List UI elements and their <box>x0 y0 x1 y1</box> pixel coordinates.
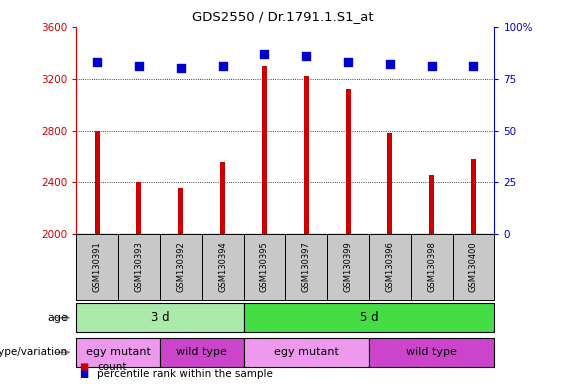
Text: age: age <box>47 313 68 323</box>
Text: ■: ■ <box>79 362 88 372</box>
Bar <box>76 338 160 367</box>
Text: GSM130397: GSM130397 <box>302 242 311 292</box>
Text: GSM130399: GSM130399 <box>344 242 353 292</box>
Bar <box>346 89 350 234</box>
Text: percentile rank within the sample: percentile rank within the sample <box>97 369 273 379</box>
Point <box>134 63 144 70</box>
Bar <box>137 182 141 234</box>
Bar <box>471 159 476 234</box>
Text: GSM130393: GSM130393 <box>134 242 144 292</box>
Text: egy mutant: egy mutant <box>86 347 150 358</box>
Bar <box>262 66 267 234</box>
Bar <box>220 162 225 234</box>
Text: GSM130400: GSM130400 <box>469 242 478 292</box>
Text: GSM130396: GSM130396 <box>385 242 394 292</box>
Point <box>93 59 102 65</box>
Bar <box>429 175 434 234</box>
Bar <box>244 303 494 332</box>
Bar <box>179 188 183 234</box>
Text: GSM130395: GSM130395 <box>260 242 269 292</box>
Point <box>469 63 478 70</box>
Bar <box>304 76 308 234</box>
Text: wild type: wild type <box>176 347 227 358</box>
Text: GSM130392: GSM130392 <box>176 242 185 292</box>
Text: GDS2550 / Dr.1791.1.S1_at: GDS2550 / Dr.1791.1.S1_at <box>192 10 373 23</box>
Text: GSM130391: GSM130391 <box>93 242 102 292</box>
Text: GSM130398: GSM130398 <box>427 242 436 292</box>
Text: egy mutant: egy mutant <box>274 347 338 358</box>
Bar <box>76 303 244 332</box>
Point <box>344 59 353 65</box>
Point <box>302 53 311 59</box>
Bar <box>369 338 494 367</box>
Point <box>218 63 227 70</box>
Point <box>385 61 394 67</box>
Text: 3 d: 3 d <box>151 311 169 324</box>
Bar <box>95 131 99 234</box>
Text: GSM130394: GSM130394 <box>218 242 227 292</box>
Text: wild type: wild type <box>406 347 457 358</box>
Bar <box>388 133 392 234</box>
Point <box>427 63 436 70</box>
Point <box>260 51 269 57</box>
Text: genotype/variation: genotype/variation <box>0 347 68 358</box>
Point <box>176 65 185 71</box>
Text: ■: ■ <box>79 369 88 379</box>
Bar <box>160 338 244 367</box>
Text: 5 d: 5 d <box>360 311 378 324</box>
Bar <box>244 338 369 367</box>
Text: count: count <box>97 362 127 372</box>
